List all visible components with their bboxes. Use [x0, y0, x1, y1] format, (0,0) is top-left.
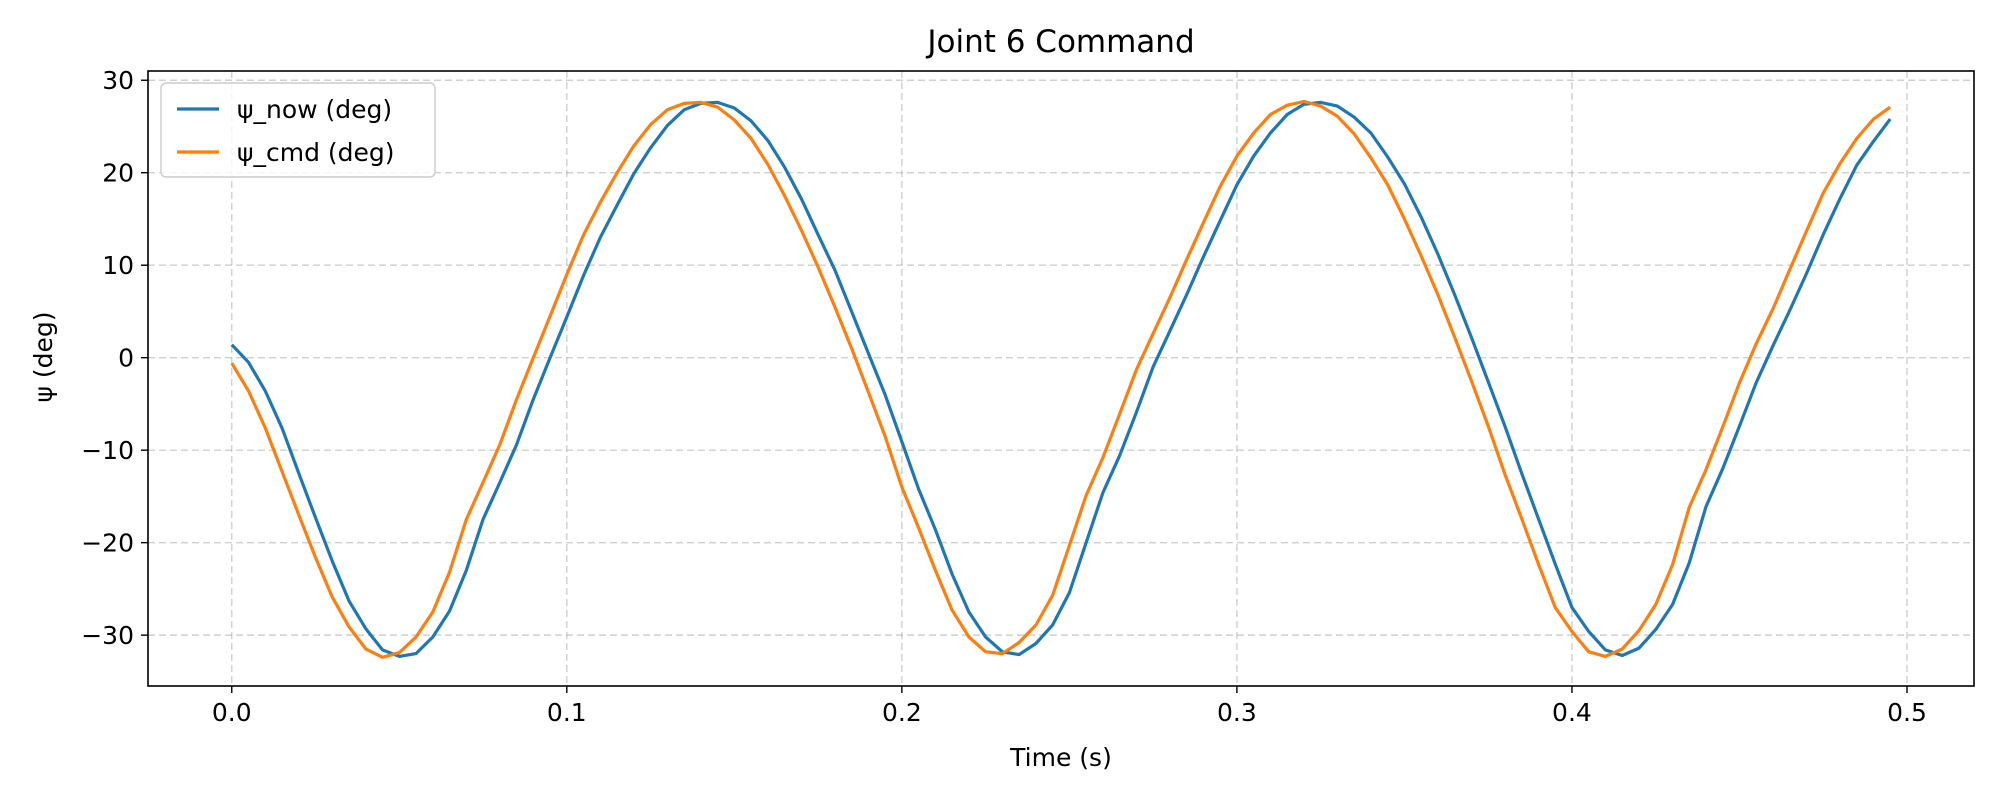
x-tick-label: 0.2	[882, 698, 922, 727]
x-tick-label: 0.1	[547, 698, 587, 727]
y-tick-label: 20	[102, 159, 134, 188]
y-tick-label: −30	[81, 621, 134, 650]
y-tick-label: 10	[102, 251, 134, 280]
y-tick-label: −20	[81, 529, 134, 558]
plot-area-frame	[147, 70, 1975, 687]
legend-label: ψ_cmd (deg)	[237, 138, 395, 167]
x-tick-label: 0.4	[1552, 698, 1592, 727]
legend-box	[160, 82, 436, 178]
x-axis-label: Time (s)	[1009, 743, 1112, 772]
gridlines	[148, 71, 1974, 686]
chart-title: Joint 6 Command	[925, 24, 1194, 60]
y-axis-label: ψ (deg)	[29, 311, 58, 402]
series-lines	[230, 99, 1892, 659]
tick-marks	[141, 79, 1908, 693]
y-tick-label: −10	[81, 436, 134, 465]
series-line-psi-cmd	[230, 99, 1892, 659]
legend-label: ψ_now (deg)	[237, 95, 392, 124]
legend: ψ_now (deg) ψ_cmd (deg)	[160, 82, 436, 178]
y-tick-label: 30	[102, 66, 134, 95]
tick-labels: 0.0 0.1 0.2 0.3 0.4 0.5 −30 −20 −10 0 10 20 30	[81, 66, 1927, 727]
x-tick-label: 0.3	[1217, 698, 1257, 727]
y-tick-label: 0	[118, 344, 134, 373]
x-tick-label: 0.5	[1887, 698, 1927, 727]
x-tick-label: 0.0	[212, 698, 252, 727]
